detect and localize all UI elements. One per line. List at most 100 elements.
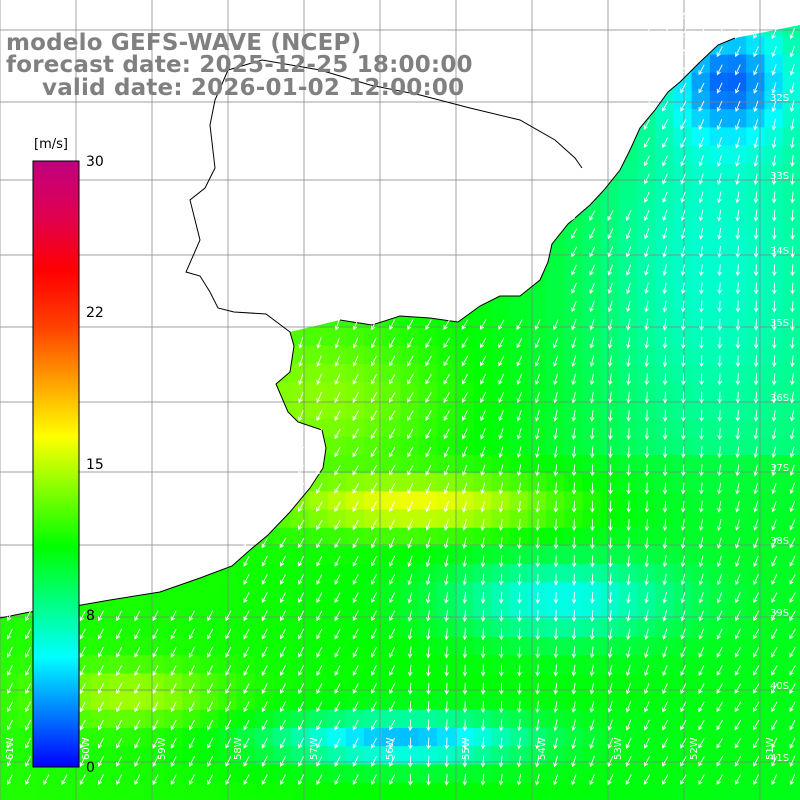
wind-arrow [716,738,723,749]
wind-cell [455,382,474,401]
wind-arrow [607,318,613,331]
wind-arrow [698,646,705,658]
wind-cell [127,782,147,800]
wind-cell [400,582,420,602]
wind-cell [691,709,711,729]
wind-cell [637,764,656,784]
wind-arrow [261,628,268,640]
wind-arrow [698,628,705,640]
wind-cell [182,582,201,602]
wind-arrow [443,392,450,403]
wind-arrow [789,592,796,604]
wind-cell [782,127,800,147]
wind-cell [491,455,511,474]
wind-cell [364,400,383,420]
wind-arrow [698,246,704,258]
wind-arrow [771,118,777,131]
colorbar-tick-8: 8 [86,608,95,624]
wind-cell [709,163,729,183]
wind-arrow [370,774,377,786]
lon-label: 52W [689,737,700,760]
wind-cell [600,637,620,656]
wind-cell [546,582,565,602]
wind-cell [254,600,274,620]
wind-arrow [462,628,468,641]
wind-cell [473,309,492,329]
wind-cell [18,709,37,729]
wind-cell [782,236,800,256]
wind-cell [473,382,492,401]
wind-cell [436,546,456,565]
wind-arrow [607,737,614,749]
wind-arrow [279,537,287,549]
wind-arrow [352,610,359,622]
wind-arrow [134,683,141,695]
wind-arrow [626,555,631,568]
wind-arrow [462,610,468,623]
wind-cell [91,709,110,729]
wind-arrow [735,355,741,368]
wind-arrow [608,500,613,513]
wind-arrow [698,155,704,167]
wind-cell [455,655,474,674]
wind-arrow [789,701,796,713]
wind-arrow [462,482,468,495]
wind-cell [382,582,401,602]
wind-cell [782,673,800,693]
wind-arrow [753,774,760,786]
wind-arrow [608,446,613,459]
wind-arrow [717,318,722,331]
wind-arrow [370,319,377,331]
wind-cell [436,600,456,620]
wind-cell [564,509,583,529]
wind-cell [582,491,602,511]
wind-arrow [443,428,450,440]
lat-label: 33S [770,171,789,182]
wind-arrow [699,300,704,313]
wind-cell [418,473,438,492]
wind-arrow [625,683,631,695]
wind-arrow [152,628,159,640]
wind-arrow [625,719,632,731]
wind-arrow [589,446,595,459]
wind-arrow [734,737,742,749]
wind-arrow [534,773,540,786]
wind-arrow [789,774,796,786]
wind-arrow [462,682,468,695]
wind-cell [564,345,583,365]
wind-arrow [735,227,741,240]
wind-cell [382,564,401,583]
wind-cell [527,400,547,420]
wind-arrow [753,537,759,549]
wind-arrow [771,282,777,295]
wind-arrow [334,428,341,440]
lon-label: 57W [309,737,320,760]
wind-arrow [735,246,741,259]
wind-cell [109,709,128,729]
wind-cell [436,364,456,383]
wind-arrow [170,701,177,713]
wind-cell [764,782,784,800]
wind-cell [691,91,711,110]
wind-arrow [298,410,304,422]
wind-arrow [680,246,686,258]
wind-cell [618,291,638,310]
wind-cell [709,54,729,74]
wind-arrow [152,737,159,749]
wind-arrow [589,282,595,294]
wind-arrow [753,28,760,40]
wind-cell [691,473,711,492]
wind-arrow [243,719,250,731]
wind-arrow [79,737,86,749]
wind-cell [709,473,729,492]
wind-cell [709,491,729,511]
wind-cell [546,400,565,420]
wind-arrow [444,737,450,750]
wind-cell [527,309,547,329]
wind-cell [582,582,602,602]
wind-arrow [188,737,195,749]
wind-arrow [261,610,268,622]
wind-arrow [25,756,32,767]
wind-arrow [735,191,740,204]
